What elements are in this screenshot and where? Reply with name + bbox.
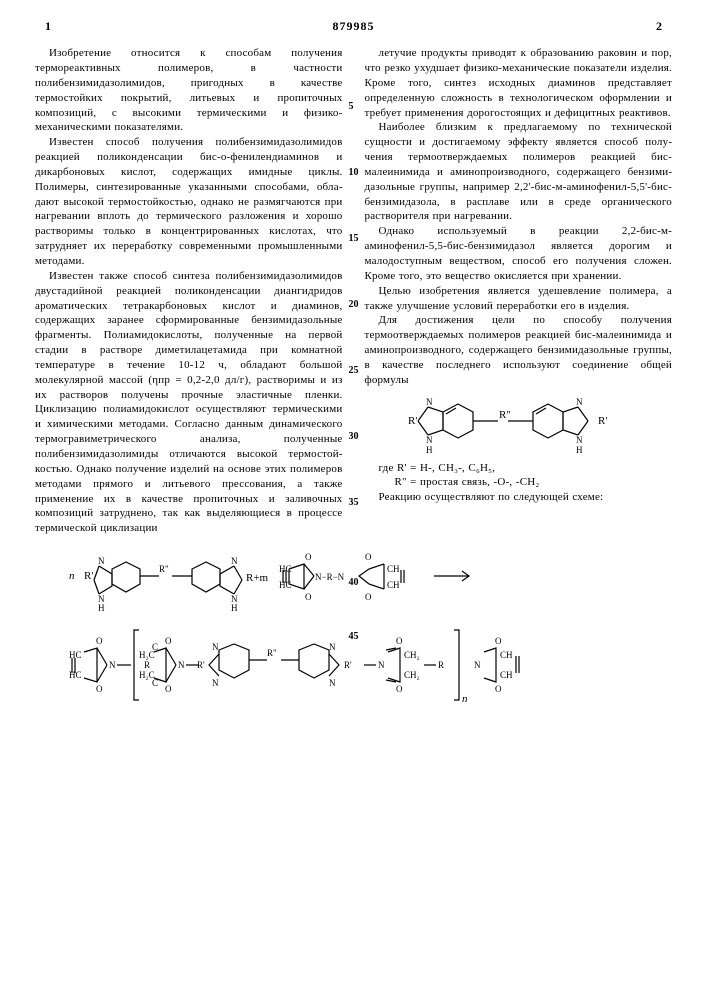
svg-text:n: n: [462, 693, 468, 705]
svg-text:R": R": [159, 564, 169, 574]
svg-text:O: O: [165, 636, 172, 646]
svg-text:N: N: [378, 660, 385, 670]
para: Наиболее близким к предлагаемо­му по тех…: [365, 120, 673, 224]
left-column: Изобретение относится к способам получен…: [35, 46, 343, 536]
svg-text:N: N: [426, 435, 433, 445]
svg-text:R: R: [438, 660, 444, 670]
svg-text:CH: CH: [500, 670, 513, 680]
where-line: R" = простая связь, -O-, -CH₂: [365, 475, 673, 490]
para: Однако используемый в реакции 2,2-бис-м-…: [365, 224, 673, 283]
para: Реакцию осуществляют по следующей схеме:: [365, 490, 673, 505]
svg-text:N: N: [212, 642, 219, 652]
svg-text:R+m: R+m: [246, 572, 269, 584]
para: Известен также способ синтеза полибензим…: [35, 269, 343, 536]
svg-text:H₂C: H₂C: [139, 650, 155, 660]
line-num: 45: [349, 630, 359, 644]
svg-text:N: N: [231, 556, 238, 566]
svg-text:N: N: [576, 397, 583, 407]
svg-text:N: N: [329, 642, 336, 652]
svg-text:HC: HC: [279, 580, 292, 590]
svg-text:H: H: [98, 603, 105, 613]
line-num: 10: [349, 166, 359, 180]
line-num: 15: [349, 232, 359, 246]
right-column: 5 10 15 20 25 30 35 40 45 летучие продук…: [365, 46, 673, 536]
para: Целью изобретения является удеше­вление …: [365, 284, 673, 314]
svg-text:N: N: [329, 678, 336, 688]
svg-text:R": R": [267, 648, 277, 658]
svg-text:O: O: [396, 636, 403, 646]
svg-text:CH: CH: [500, 650, 513, 660]
svg-text:H: H: [231, 603, 238, 613]
svg-text:n: n: [69, 570, 75, 582]
svg-text:O: O: [96, 636, 103, 646]
svg-text:R': R': [344, 660, 352, 670]
svg-text:R': R': [84, 570, 93, 582]
svg-text:R': R': [598, 415, 607, 427]
header-row: 1 879985 2: [35, 18, 672, 34]
svg-text:CH: CH: [387, 580, 400, 590]
svg-text:N−R−N: N−R−N: [315, 572, 345, 582]
line-num: 40: [349, 576, 359, 590]
chem-formula-small: R' R' R" N N N N H H: [403, 392, 633, 457]
svg-text:N: N: [576, 435, 583, 445]
svg-text:O: O: [495, 636, 502, 646]
svg-text:O: O: [96, 684, 103, 694]
svg-text:O: O: [165, 684, 172, 694]
svg-text:N: N: [98, 556, 105, 566]
para: Для достижения цели по способу получения…: [365, 313, 673, 387]
patent-number: 879985: [333, 18, 375, 34]
svg-text:R': R': [408, 415, 417, 427]
svg-text:R: R: [144, 660, 150, 670]
svg-text:CH₂: CH₂: [404, 650, 420, 660]
svg-text:N: N: [178, 660, 185, 670]
where-line: где R' = H-, CH₃-, C₆H₅,: [365, 461, 673, 476]
svg-text:N: N: [426, 397, 433, 407]
svg-text:R": R": [499, 409, 511, 421]
para: летучие продукты приводят к образо­ванию…: [365, 46, 673, 120]
svg-text:H₂C: H₂C: [139, 670, 155, 680]
svg-text:O: O: [365, 592, 372, 602]
svg-text:O: O: [495, 684, 502, 694]
svg-text:R': R': [197, 660, 205, 670]
two-column-text: Изобретение относится к способам получен…: [35, 46, 672, 536]
line-num: 25: [349, 364, 359, 378]
svg-text:H: H: [576, 445, 583, 455]
line-num: 20: [349, 298, 359, 312]
line-num: 35: [349, 496, 359, 510]
svg-text:CH₂: CH₂: [404, 670, 420, 680]
line-num: 30: [349, 430, 359, 444]
svg-text:H: H: [426, 445, 433, 455]
svg-text:N: N: [474, 660, 481, 670]
svg-text:N: N: [212, 678, 219, 688]
para: Изобретение относится к способам получен…: [35, 46, 343, 135]
svg-text:N: N: [109, 660, 116, 670]
svg-text:CH: CH: [387, 564, 400, 574]
svg-text:O: O: [305, 552, 312, 562]
svg-text:O: O: [305, 592, 312, 602]
svg-text:HC: HC: [279, 564, 292, 574]
para: Известен способ получения по­либензимида…: [35, 135, 343, 269]
col-num-left: 1: [45, 18, 51, 34]
svg-text:O: O: [365, 552, 372, 562]
svg-text:O: O: [396, 684, 403, 694]
line-num: 5: [349, 100, 354, 114]
col-num-right: 2: [656, 18, 662, 34]
